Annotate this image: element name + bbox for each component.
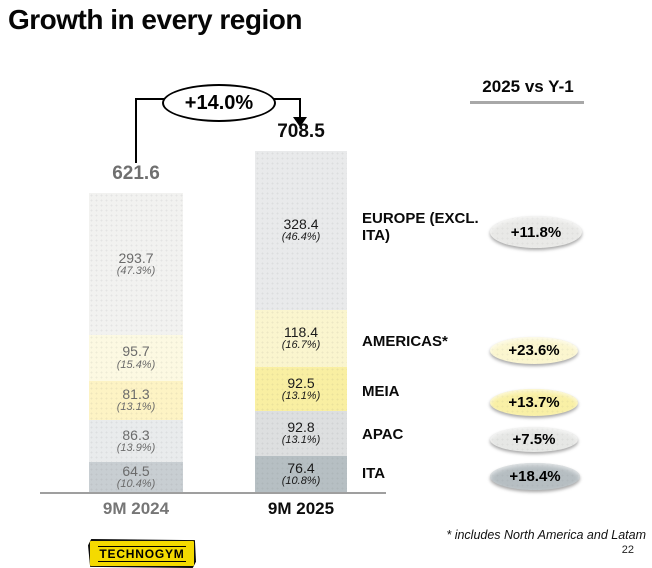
region-label-europe: EUROPE (EXCL. ITA) xyxy=(362,210,479,244)
segment-percentage: (13.1%) xyxy=(116,401,156,414)
region-label-apac: APAC xyxy=(362,426,404,443)
segment-percentage: (47.3%) xyxy=(116,264,156,277)
bracket-line-left xyxy=(135,99,137,163)
bar-segment-9m-2024-3: 86.3 (13.9%) xyxy=(89,420,183,462)
page-number: 22 xyxy=(621,544,634,556)
arrow-down-icon xyxy=(293,117,307,127)
segment-percentage: (13.1%) xyxy=(281,389,321,402)
region-label-americas: AMERICAS* xyxy=(362,333,448,350)
segment-value: 328.4 xyxy=(283,215,319,232)
segment-value: 86.3 xyxy=(122,426,150,443)
bar-segment-9m-2024-0: 293.7 (47.3%) xyxy=(89,193,183,335)
comparison-header: 2025 vs Y-1 xyxy=(482,77,574,96)
segment-percentage: (46.4%) xyxy=(281,230,321,243)
page-title: Growth in every region xyxy=(8,4,302,35)
bar-total-2025: 708.5 xyxy=(277,121,325,142)
segment-value: 95.7 xyxy=(122,343,150,360)
bar-segment-9m-2025-0: 328.4 (46.4%) xyxy=(255,151,347,310)
stacked-bar-9m-2025: 328.4 (46.4%) 118.4 (16.7%) 92.5 (13.1%) 92.8(… xyxy=(255,151,347,493)
category-label-2025: 9M 2025 xyxy=(267,499,335,518)
segment-percentage: (13.9%) xyxy=(116,441,156,454)
segment-value: 76.4 xyxy=(287,460,315,477)
segment-percentage: (10.4%) xyxy=(116,478,156,491)
footnote: * includes North America and Latam xyxy=(446,528,646,542)
total-growth-label: +14.0% xyxy=(184,91,254,114)
total-growth-bubble: +14.0% xyxy=(162,84,276,122)
bracket-line-right xyxy=(299,98,301,118)
growth-badge-meia: +13.7% xyxy=(490,389,578,416)
x-axis-line xyxy=(40,492,386,494)
segment-percentage: (10.8%) xyxy=(281,475,321,488)
segment-value: 293.7 xyxy=(118,249,154,266)
bar-segment-9m-2024-4: 64.5 (10.4%) xyxy=(89,461,183,493)
growth-badge-europe: +11.8% xyxy=(490,216,582,248)
comparison-header-underline xyxy=(470,101,584,104)
region-label-meia: MEIA xyxy=(362,383,400,400)
bar-segment-9m-2025-2: 92.5 (13.1%) xyxy=(255,366,347,412)
stacked-bar-9m-2024: 293.7 (47.3%) 95.7 (15.4%) 81.3 (13.1%) 86.3 (1… xyxy=(89,193,183,493)
technogym-logo: TECHNOGYM xyxy=(88,539,196,568)
bar-segment-9m-2025-4: 76.4 (10.8%) xyxy=(255,456,347,493)
growth-badge-ita: +18.4% xyxy=(490,463,580,490)
segment-value: 118.4 xyxy=(284,323,318,340)
segment-value: 81.3 xyxy=(122,386,150,403)
bar-segment-9m-2025-1: 118.4 (16.7%) xyxy=(255,309,347,367)
growth-badge-apac: +7.5% xyxy=(490,427,578,452)
segment-percentage: (16.7%) xyxy=(281,338,321,351)
segment-percentage: (15.4%) xyxy=(116,358,156,371)
bar-segment-9m-2025-3: 92.8 (13.1%) xyxy=(255,411,347,457)
bar-total-2024: 621.6 xyxy=(112,163,160,184)
growth-badge-americas: +23.6% xyxy=(490,337,578,364)
segment-value: 92.8 xyxy=(287,419,315,436)
segment-value: 92.5 xyxy=(287,374,315,391)
category-label-2024: 9M 2024 xyxy=(102,499,170,518)
region-label-ita: ITA xyxy=(362,465,386,482)
segment-value: 64.5 xyxy=(122,462,150,479)
bar-segment-9m-2024-1: 95.7 (15.4%) xyxy=(89,334,183,382)
segment-percentage: (13.1%) xyxy=(281,434,321,447)
bar-segment-9m-2024-2: 81.3 (13.1%) xyxy=(89,381,183,421)
technogym-logo-text: TECHNOGYM xyxy=(98,545,186,562)
